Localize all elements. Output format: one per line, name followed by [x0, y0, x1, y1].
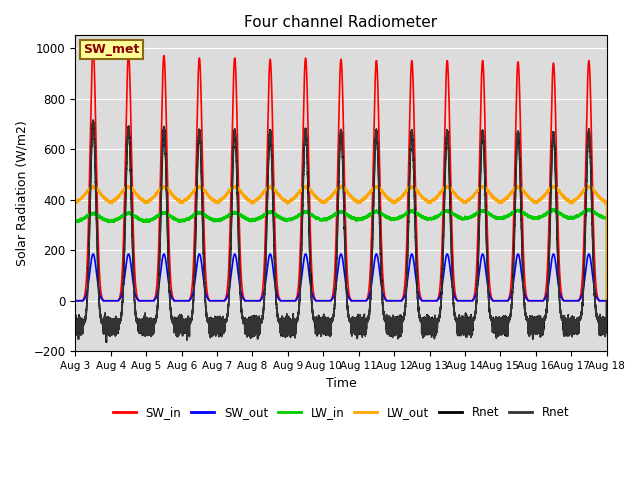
Rnet	[603, 298, 611, 304]
SW_out	[485, 290, 493, 296]
SW_out	[499, 298, 506, 304]
SW_out	[411, 264, 419, 270]
SW_in	[471, 291, 479, 297]
Rnet	[89, 118, 97, 123]
Rnet	[603, 298, 611, 303]
LW_out	[506, 192, 513, 198]
LW_out	[411, 185, 419, 191]
LW_out	[499, 199, 506, 204]
SW_out	[506, 296, 513, 301]
SW_in	[506, 293, 513, 299]
Rnet	[102, 339, 110, 345]
Legend: SW_in, SW_out, LW_in, LW_out, Rnet, Rnet: SW_in, SW_out, LW_in, LW_out, Rnet, Rnet	[108, 401, 574, 424]
SW_in	[603, 298, 611, 304]
Line: LW_out: LW_out	[76, 185, 607, 301]
LW_out	[72, 200, 79, 206]
LW_out	[603, 298, 611, 304]
Title: Four channel Radiometer: Four channel Radiometer	[244, 15, 438, 30]
Line: SW_out: SW_out	[76, 254, 607, 301]
Line: Rnet: Rnet	[76, 120, 607, 342]
SW_in	[499, 298, 506, 304]
LW_out	[99, 193, 107, 199]
Y-axis label: Solar Radiation (W/m2): Solar Radiation (W/m2)	[15, 120, 28, 266]
LW_in	[603, 298, 611, 304]
Line: Rnet: Rnet	[76, 120, 607, 341]
SW_in	[485, 273, 493, 279]
Rnet	[90, 117, 97, 123]
Rnet	[499, 318, 506, 324]
LW_in	[411, 209, 419, 215]
SW_out	[72, 298, 79, 304]
SW_out	[89, 251, 97, 257]
Rnet	[99, 327, 107, 333]
LW_out	[471, 191, 479, 197]
Rnet	[506, 315, 513, 321]
Rnet	[102, 338, 110, 344]
LW_in	[499, 216, 506, 222]
LW_in	[551, 206, 559, 212]
Rnet	[506, 315, 513, 321]
SW_out	[471, 295, 479, 301]
SW_out	[99, 298, 107, 304]
Rnet	[471, 315, 479, 321]
Rnet	[411, 196, 419, 202]
Line: SW_in: SW_in	[76, 48, 607, 301]
Rnet	[485, 302, 493, 308]
Line: LW_in: LW_in	[76, 209, 607, 301]
Text: SW_met: SW_met	[83, 43, 140, 56]
X-axis label: Time: Time	[326, 377, 356, 390]
LW_in	[485, 211, 493, 216]
SW_in	[89, 45, 97, 51]
Rnet	[471, 315, 479, 321]
Rnet	[499, 318, 506, 324]
SW_in	[99, 298, 107, 304]
LW_in	[72, 218, 79, 224]
SW_in	[72, 298, 79, 304]
Rnet	[411, 196, 419, 202]
SW_out	[603, 298, 611, 304]
LW_in	[471, 212, 479, 218]
LW_out	[485, 189, 493, 195]
LW_in	[506, 211, 513, 217]
SW_in	[411, 137, 419, 143]
LW_in	[99, 216, 107, 222]
Rnet	[485, 302, 493, 308]
LW_out	[337, 182, 345, 188]
Rnet	[72, 327, 79, 333]
Rnet	[72, 326, 79, 332]
Rnet	[99, 327, 107, 333]
